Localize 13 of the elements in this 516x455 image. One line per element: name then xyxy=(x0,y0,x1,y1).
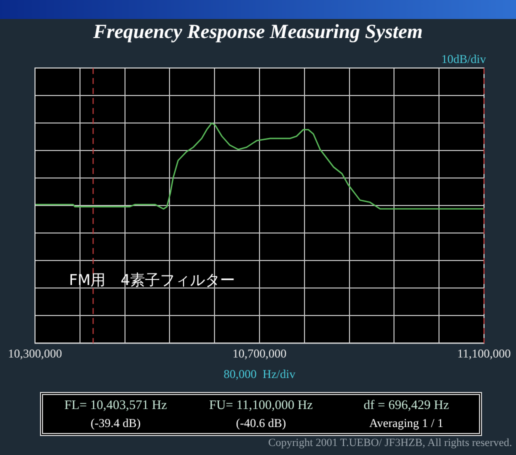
text: df = 696,429 Hz xyxy=(362,396,450,412)
x-tick-label: 10,700,000 xyxy=(232,346,286,361)
text: Copyright 2001 T.UEBO/ JF3HZB, All rights reserved. xyxy=(268,437,512,449)
x-tick-label: 10,300,000 xyxy=(8,346,62,361)
text: Averaging 1 / 1 xyxy=(368,416,444,431)
chart-title: Frequency Response Measuring System xyxy=(92,21,424,44)
x-tick-label: 11,100,000 xyxy=(457,346,511,361)
text: FU= 11,100,000 Hz xyxy=(208,396,314,412)
x-axis-title: 80,000 Hz/div xyxy=(224,366,296,381)
text: (-40.6 dB) xyxy=(234,416,287,431)
text: (-39.4 dB) xyxy=(90,416,142,431)
text: 10dB/div xyxy=(441,52,486,67)
text: FL= 10,403,571 Hz xyxy=(63,396,168,412)
